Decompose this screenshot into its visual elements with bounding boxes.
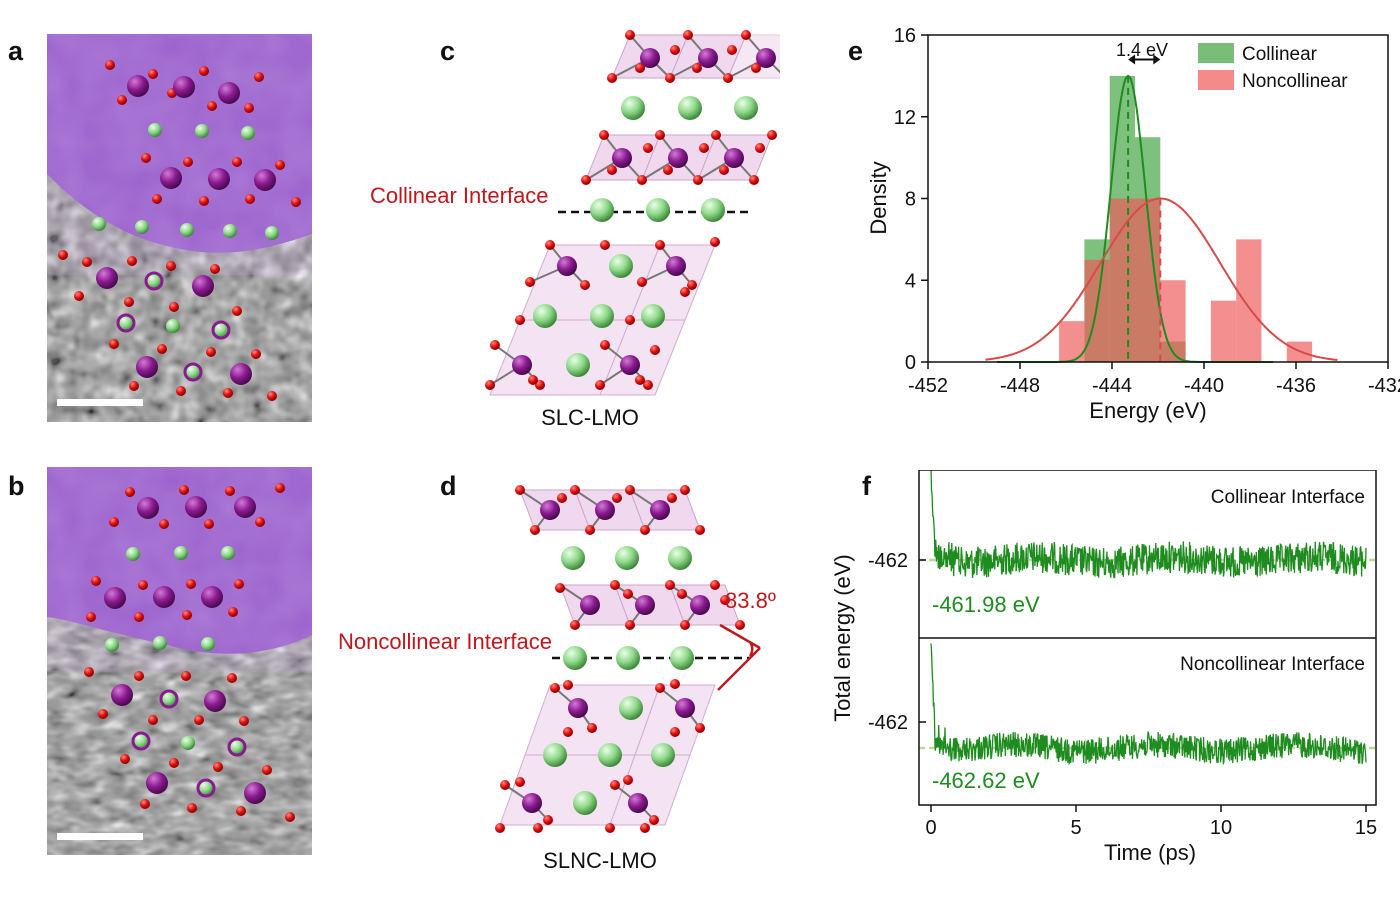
- stem-image-a: [47, 34, 312, 422]
- xtick-label-f: 5: [1070, 817, 1081, 839]
- subplot-title-collinear: Collinear Interface: [1211, 487, 1365, 508]
- delta-arrowhead-left: [1128, 54, 1136, 65]
- xtick-label-e: -448: [1000, 375, 1040, 397]
- md-trace-collinear: [930, 470, 1367, 579]
- structure-c: Collinear Interface SLC-LMO: [370, 30, 780, 430]
- atom-overlay-b: [84, 483, 295, 822]
- hist-bar-noncollinear-5: [1210, 300, 1237, 362]
- ytick-label-e: 0: [905, 352, 916, 374]
- xtick-label-f: 10: [1210, 817, 1232, 839]
- series-noncollinear: [1059, 198, 1313, 362]
- ytick-label-e: 16: [894, 25, 916, 47]
- hist-bar-noncollinear-4: [1160, 280, 1186, 362]
- y-axis-label-f: Total energy (eV): [830, 554, 855, 722]
- histogram-chart-e: -452 -448 -444 -440 -436 -432 0 4 8 12 16 Energy …: [866, 25, 1400, 423]
- ytick-label-e: 12: [894, 107, 916, 129]
- collinear-interface-label: Collinear Interface: [370, 183, 549, 208]
- md-trace-group-noncollinear: [919, 643, 1376, 766]
- xtick-label-e: -432: [1368, 375, 1400, 397]
- legend-label-collinear: Collinear: [1242, 44, 1318, 65]
- la-atoms-row1: [621, 96, 758, 120]
- y-axis-label-e: Density: [866, 161, 891, 234]
- x-axis-label-e: Energy (eV): [1089, 398, 1206, 423]
- scale-bar-a: [57, 399, 143, 406]
- mn-atoms-top: [640, 48, 776, 68]
- panel-label-a: a: [8, 36, 24, 66]
- hist-bar-noncollinear-3: [1135, 198, 1161, 362]
- md-energy-chart-f: Collinear Interface Noncollinear Interfa…: [830, 470, 1377, 865]
- angle-marker: [717, 623, 761, 691]
- md-trace-group-collinear: [919, 470, 1376, 579]
- panel-label-d: d: [440, 471, 457, 501]
- noncollinear-interface-label: Noncollinear Interface: [338, 629, 552, 654]
- delta-energy-annotation: 1.4 eV: [1116, 40, 1168, 60]
- legend-label-noncollinear: Noncollinear: [1242, 71, 1348, 92]
- subplot-title-noncollinear: Noncollinear Interface: [1180, 654, 1365, 675]
- md-trace-noncollinear: [930, 643, 1367, 766]
- x-axis-label-f: Time (ps): [1104, 840, 1196, 865]
- legend-e: Collinear Noncollinear: [1198, 43, 1348, 92]
- fit-curve-noncollinear: [985, 197, 1338, 361]
- legend-swatch-collinear: [1198, 43, 1234, 63]
- xtick-label-e: -452: [908, 375, 948, 397]
- ytick-label-collinear: -462: [868, 550, 908, 572]
- scale-bar-b: [57, 833, 143, 840]
- structure-name-c: SLC-LMO: [541, 405, 639, 430]
- mean-label-collinear: -461.98 eV: [932, 592, 1040, 617]
- xtick-label-e: -440: [1184, 375, 1224, 397]
- hist-bar-noncollinear-2: [1109, 198, 1135, 362]
- xtick-label-f: 0: [925, 817, 936, 839]
- mean-label-noncollinear: -462.62 eV: [932, 768, 1040, 793]
- xtick-label-f: 15: [1355, 817, 1377, 839]
- xtick-label-e: -444: [1092, 375, 1132, 397]
- o-atoms-top: [607, 30, 761, 83]
- structure-name-d: SLNC-LMO: [543, 848, 657, 873]
- panel-label-e: e: [848, 36, 864, 66]
- angle-label: 83.8º: [725, 588, 776, 613]
- panel-label-c: c: [440, 36, 456, 66]
- delta-arrowhead-right: [1153, 54, 1161, 65]
- panel-label-b: b: [8, 471, 25, 501]
- panel-label-f: f: [862, 471, 871, 501]
- structure-d: Noncollinear Interface 83.8º SLNC-LMO: [338, 485, 776, 873]
- hist-bar-noncollinear-6: [1236, 239, 1262, 362]
- xtick-label-e: -436: [1276, 375, 1316, 397]
- ytick-label-e: 8: [905, 189, 916, 211]
- atom-overlay-a: [58, 60, 301, 401]
- legend-swatch-noncollinear: [1198, 70, 1234, 90]
- ytick-label-e: 4: [905, 270, 916, 292]
- ytick-label-noncollinear: -462: [868, 712, 908, 734]
- stem-image-b: [47, 467, 312, 855]
